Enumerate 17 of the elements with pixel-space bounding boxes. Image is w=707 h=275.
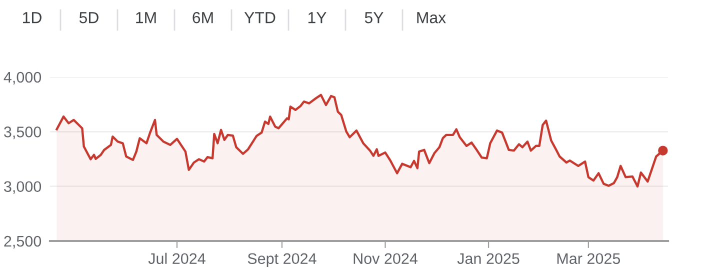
y-tick-label: 4,000 xyxy=(4,72,42,84)
y-tick-label: 3,500 xyxy=(4,126,42,140)
text: 6M xyxy=(192,12,213,24)
x-tick-label: Mar 2025 xyxy=(557,253,620,264)
x-tick-label: Jul 2024 xyxy=(148,252,206,264)
text: 5Y xyxy=(364,12,384,24)
x-tick-label: Nov 2024 xyxy=(354,253,418,264)
text: Max xyxy=(417,12,446,24)
text: 5D xyxy=(79,12,98,24)
text: 1D xyxy=(23,12,42,24)
text: YTD xyxy=(244,12,276,24)
x-tick-label: Sept 2024 xyxy=(248,253,316,268)
text: 1Y xyxy=(308,12,326,24)
text: 1M xyxy=(136,12,156,24)
y-tick-label: 2,500 xyxy=(4,236,42,248)
y-tick-label: 3,000 xyxy=(4,181,42,194)
x-tick-label: Jan 2025 xyxy=(457,253,520,264)
